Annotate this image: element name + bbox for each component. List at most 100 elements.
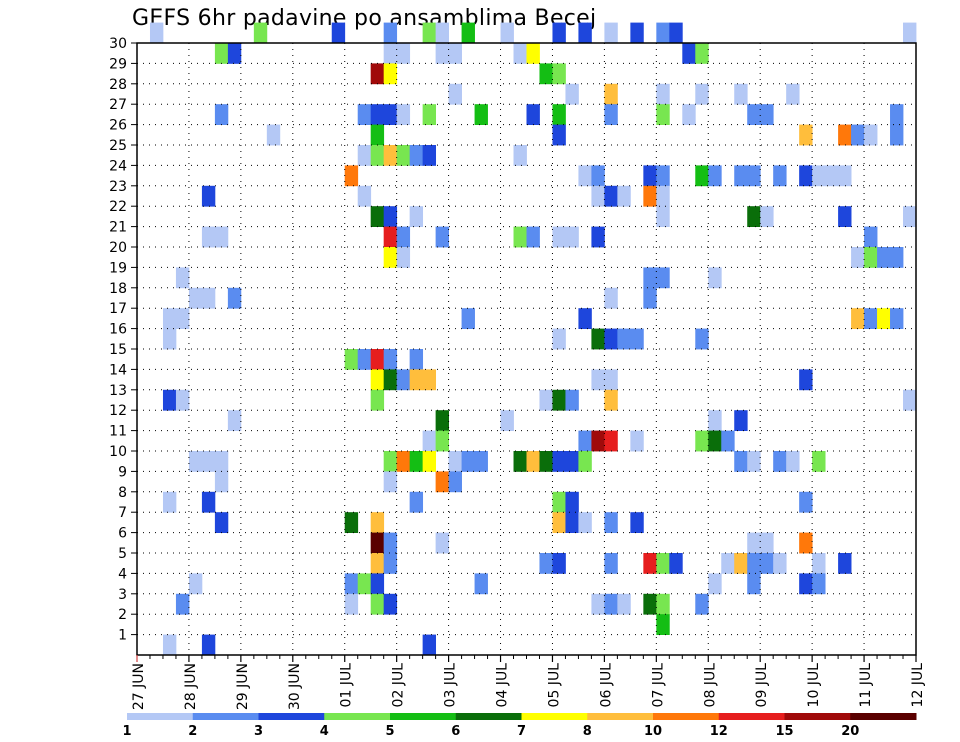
heatmap-cell — [383, 22, 398, 44]
heatmap-cell — [435, 22, 449, 44]
y-tick-label: 12 — [109, 403, 127, 419]
heatmap-cell — [383, 104, 398, 125]
heatmap-cell — [799, 491, 813, 513]
y-tick-label: 24 — [109, 158, 127, 174]
x-tick-label: 12 JUL — [910, 663, 926, 708]
heatmap-cell — [890, 308, 904, 329]
heatmap-cell — [851, 247, 865, 268]
heatmap-cell — [422, 22, 437, 44]
heatmap-cell — [552, 451, 566, 472]
heatmap-cell — [344, 573, 359, 595]
heatmap-cell — [552, 389, 566, 411]
heatmap-cell — [708, 410, 722, 431]
heatmap-cell — [383, 226, 398, 248]
heatmap-cell — [708, 430, 722, 452]
y-tick-label: 27 — [109, 97, 127, 113]
heatmap-cell — [357, 349, 372, 370]
heatmap-cell — [383, 369, 398, 391]
heatmap-cell — [162, 328, 177, 350]
heatmap-cell — [162, 491, 177, 513]
heatmap-cell — [539, 553, 553, 574]
y-tick-label: 17 — [109, 301, 127, 317]
heatmap-cell — [435, 471, 449, 493]
heatmap-cell — [695, 83, 709, 105]
heatmap-cell — [149, 22, 164, 44]
heatmap-cell — [786, 451, 800, 472]
heatmap-cell — [214, 512, 229, 533]
heatmap-cell — [760, 553, 774, 574]
heatmap-cell — [864, 247, 878, 268]
x-tick-label: 30 JUN — [287, 663, 303, 710]
heatmap-cell — [422, 451, 437, 472]
legend-label: 10 — [644, 724, 662, 739]
heatmap-cell — [565, 512, 579, 533]
heatmap-cell — [656, 267, 670, 289]
heatmap-cell — [175, 593, 190, 615]
legend-swatch — [390, 713, 457, 720]
heatmap-cell — [604, 22, 618, 44]
heatmap-cell — [370, 63, 385, 85]
heatmap-cell — [747, 104, 761, 125]
heatmap-cell — [565, 226, 579, 248]
heatmap-cell — [604, 104, 618, 125]
heatmap-cell — [630, 22, 644, 44]
heatmap-cell — [214, 451, 229, 472]
heatmap-cell — [812, 573, 826, 595]
y-tick-label: 26 — [109, 118, 127, 134]
heatmap-cell — [422, 430, 437, 452]
heatmap-cell — [695, 328, 709, 350]
heatmap-cell — [370, 573, 385, 595]
heatmap-cell — [370, 512, 385, 533]
heatmap-cell — [201, 226, 216, 248]
heatmap-cell — [344, 349, 359, 370]
heatmap-cell — [656, 185, 670, 207]
heatmap-cell — [435, 226, 449, 248]
y-tick-label: 15 — [109, 342, 127, 358]
heatmap-cell — [409, 451, 424, 472]
heatmap-cell — [760, 206, 774, 227]
heatmap-cell — [344, 593, 359, 615]
heatmap-cell — [851, 124, 865, 146]
heatmap-cell — [604, 369, 618, 391]
x-tick-label: 02 JUL — [391, 663, 407, 708]
legend-label: 3 — [254, 724, 263, 739]
heatmap-cell — [370, 593, 385, 615]
heatmap-cell — [864, 308, 878, 329]
heatmap-cell — [591, 369, 605, 391]
heatmap-cell — [773, 165, 787, 187]
heatmap-cell — [760, 104, 774, 125]
heatmap-cell — [175, 308, 190, 329]
heatmap-cell — [513, 226, 527, 248]
heatmap-cell — [604, 430, 618, 452]
heatmap-cell — [409, 206, 424, 227]
heatmap-cell — [526, 451, 540, 472]
heatmap-cell — [643, 553, 657, 574]
heatmap-cell — [617, 328, 631, 350]
heatmap-cell — [383, 145, 398, 166]
y-tick-label: 5 — [118, 546, 127, 562]
heatmap-cell — [175, 267, 190, 289]
heatmap-cell — [630, 328, 644, 350]
heatmap-cell — [357, 145, 372, 166]
legend-swatch — [127, 713, 194, 720]
heatmap-cell — [474, 104, 488, 125]
x-tick-label: 09 JUL — [754, 663, 770, 708]
heatmap-cell — [877, 308, 891, 329]
heatmap-cell — [695, 43, 709, 64]
heatmap-cell — [734, 553, 748, 574]
heatmap-cell — [747, 206, 761, 227]
legend-label: 15 — [775, 724, 793, 739]
heatmap-cell — [539, 389, 553, 411]
x-tick-label: 10 JUL — [806, 663, 822, 708]
heatmap-cell — [474, 451, 488, 472]
heatmap-cell — [383, 43, 398, 64]
x-tick-label: 07 JUL — [650, 663, 666, 708]
legend-label: 4 — [320, 724, 329, 739]
heatmap-cell — [396, 451, 411, 472]
heatmap-cell — [578, 512, 592, 533]
y-tick-label: 13 — [109, 383, 127, 399]
y-tick-label: 6 — [118, 526, 127, 542]
heatmap-cell — [513, 451, 527, 472]
heatmap-cell — [656, 206, 670, 227]
